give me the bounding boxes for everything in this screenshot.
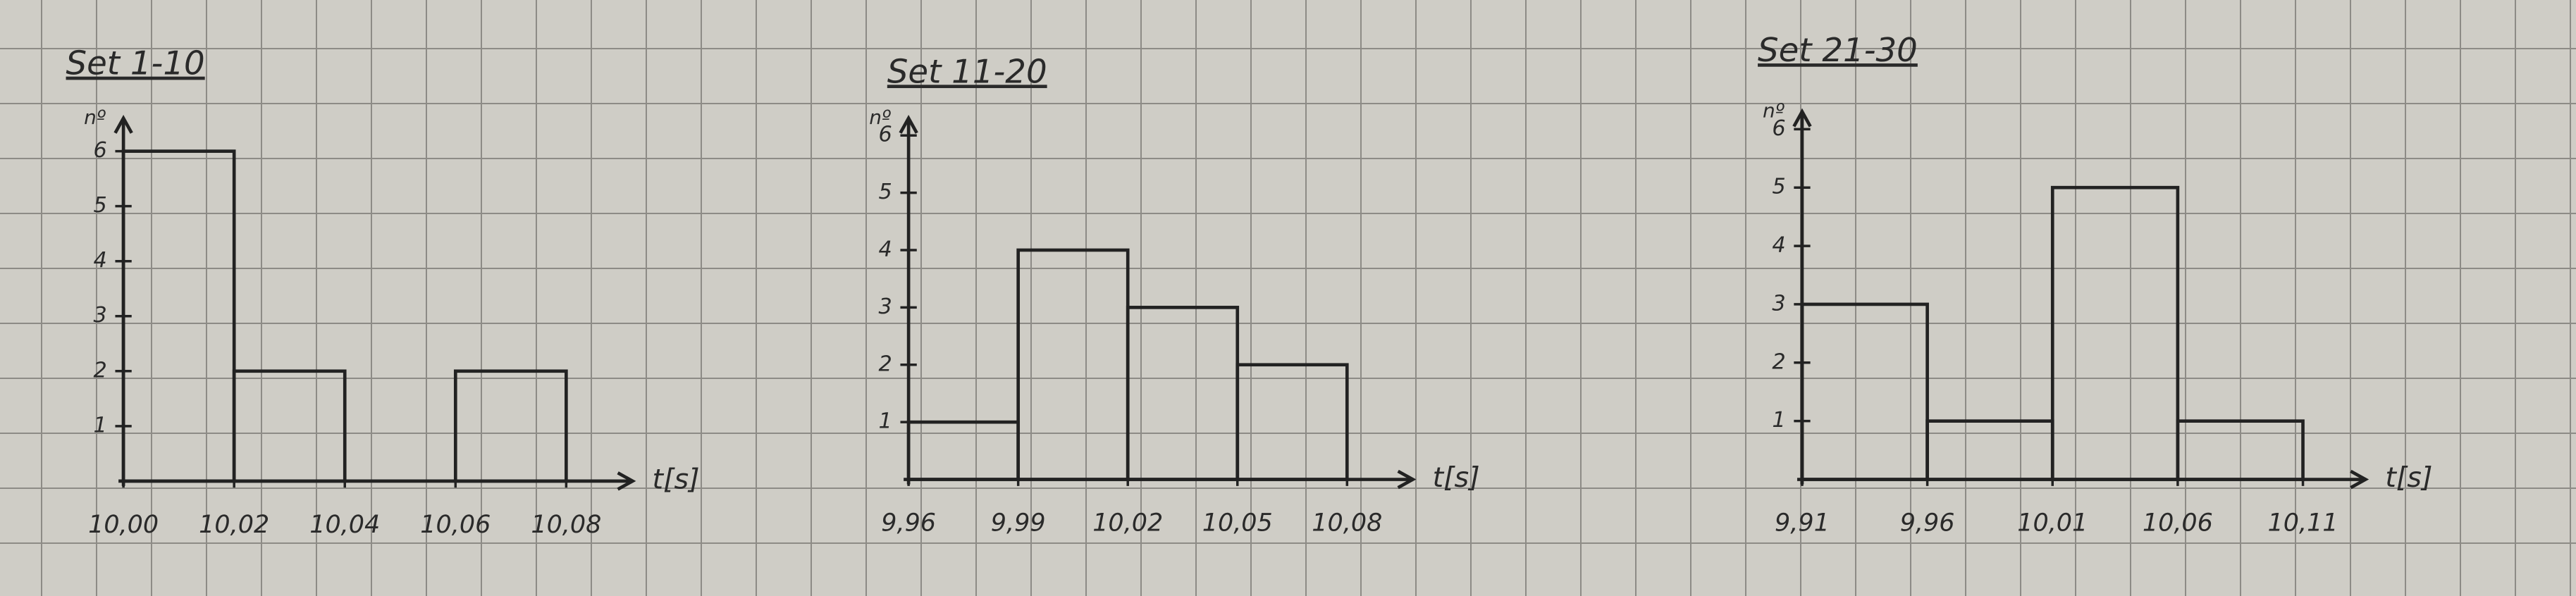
y-tick-label: 6 xyxy=(879,123,892,147)
x-tick-label: 10,01 xyxy=(2017,509,2088,537)
histogram-bar xyxy=(1925,419,2054,481)
y-tick-label: 6 xyxy=(1772,116,1785,141)
y-arrow xyxy=(113,115,133,134)
y-tick-label: 4 xyxy=(879,237,892,261)
y-tick-label: 5 xyxy=(1772,175,1785,199)
y-tick-label: 1 xyxy=(879,409,892,434)
x-axis-label: t[s] xyxy=(2385,461,2432,494)
y-tick-label: 1 xyxy=(94,413,107,437)
y-axis-label: nº xyxy=(869,106,891,129)
histogram-bar xyxy=(1016,248,1130,481)
x-tick-label: 9,91 xyxy=(1775,509,1830,537)
histogram-bar xyxy=(1800,302,1929,481)
x-arrow xyxy=(2350,469,2369,490)
y-tick-label: 2 xyxy=(1772,349,1785,374)
x-tick-label: 9,96 xyxy=(1900,509,1955,537)
x-tick-label: 10,02 xyxy=(199,511,269,539)
histogram-bar xyxy=(453,369,568,483)
x-tick-label: 10,11 xyxy=(2268,509,2338,537)
x-tick-label: 10,08 xyxy=(1312,509,1382,537)
histogram-bar xyxy=(906,420,1021,481)
y-tick-label: 5 xyxy=(94,193,107,218)
chart-title: Set 11-20 xyxy=(887,52,1047,90)
y-tick-label: 4 xyxy=(94,248,107,273)
x-tick-label: 10,06 xyxy=(420,511,491,539)
y-tick-label: 3 xyxy=(94,303,107,328)
chart-title: Set 21-30 xyxy=(1758,31,1918,69)
y-axis-label: nº xyxy=(1763,99,1785,122)
histogram-bar xyxy=(1235,363,1349,481)
x-arrow xyxy=(617,471,636,491)
x-tick-label: 10,00 xyxy=(88,511,159,539)
y-arrow xyxy=(1792,108,1812,128)
chart-title: Set 1-10 xyxy=(66,44,205,82)
y-arrow xyxy=(899,115,918,134)
histogram-bar xyxy=(121,149,236,483)
x-axis-label: t[s] xyxy=(1433,461,1480,494)
y-tick-label: 6 xyxy=(94,138,107,163)
x-tick-label: 10,02 xyxy=(1092,509,1163,537)
histogram-bar xyxy=(2176,419,2305,481)
x-tick-label: 10,08 xyxy=(531,511,601,539)
y-tick-label: 2 xyxy=(879,352,892,376)
y-tick-label: 1 xyxy=(1772,408,1785,433)
y-tick-label: 5 xyxy=(879,180,892,204)
x-tick-label: 10,05 xyxy=(1202,509,1273,537)
x-arrow xyxy=(1397,469,1417,490)
y-tick-label: 2 xyxy=(94,358,107,383)
histogram-bar xyxy=(2050,185,2180,481)
y-tick-label: 4 xyxy=(1772,233,1785,258)
histogram-bar xyxy=(232,369,347,483)
y-axis-label: nº xyxy=(84,106,106,129)
y-tick-label: 3 xyxy=(879,294,892,319)
x-tick-label: 9,99 xyxy=(991,509,1046,537)
x-tick-label: 9,96 xyxy=(881,509,936,537)
y-tick-label: 3 xyxy=(1772,291,1785,316)
histogram-bar xyxy=(1126,306,1240,481)
x-axis-label: t[s] xyxy=(653,463,700,495)
x-tick-label: 10,06 xyxy=(2143,509,2213,537)
x-tick-label: 10,04 xyxy=(309,511,380,539)
